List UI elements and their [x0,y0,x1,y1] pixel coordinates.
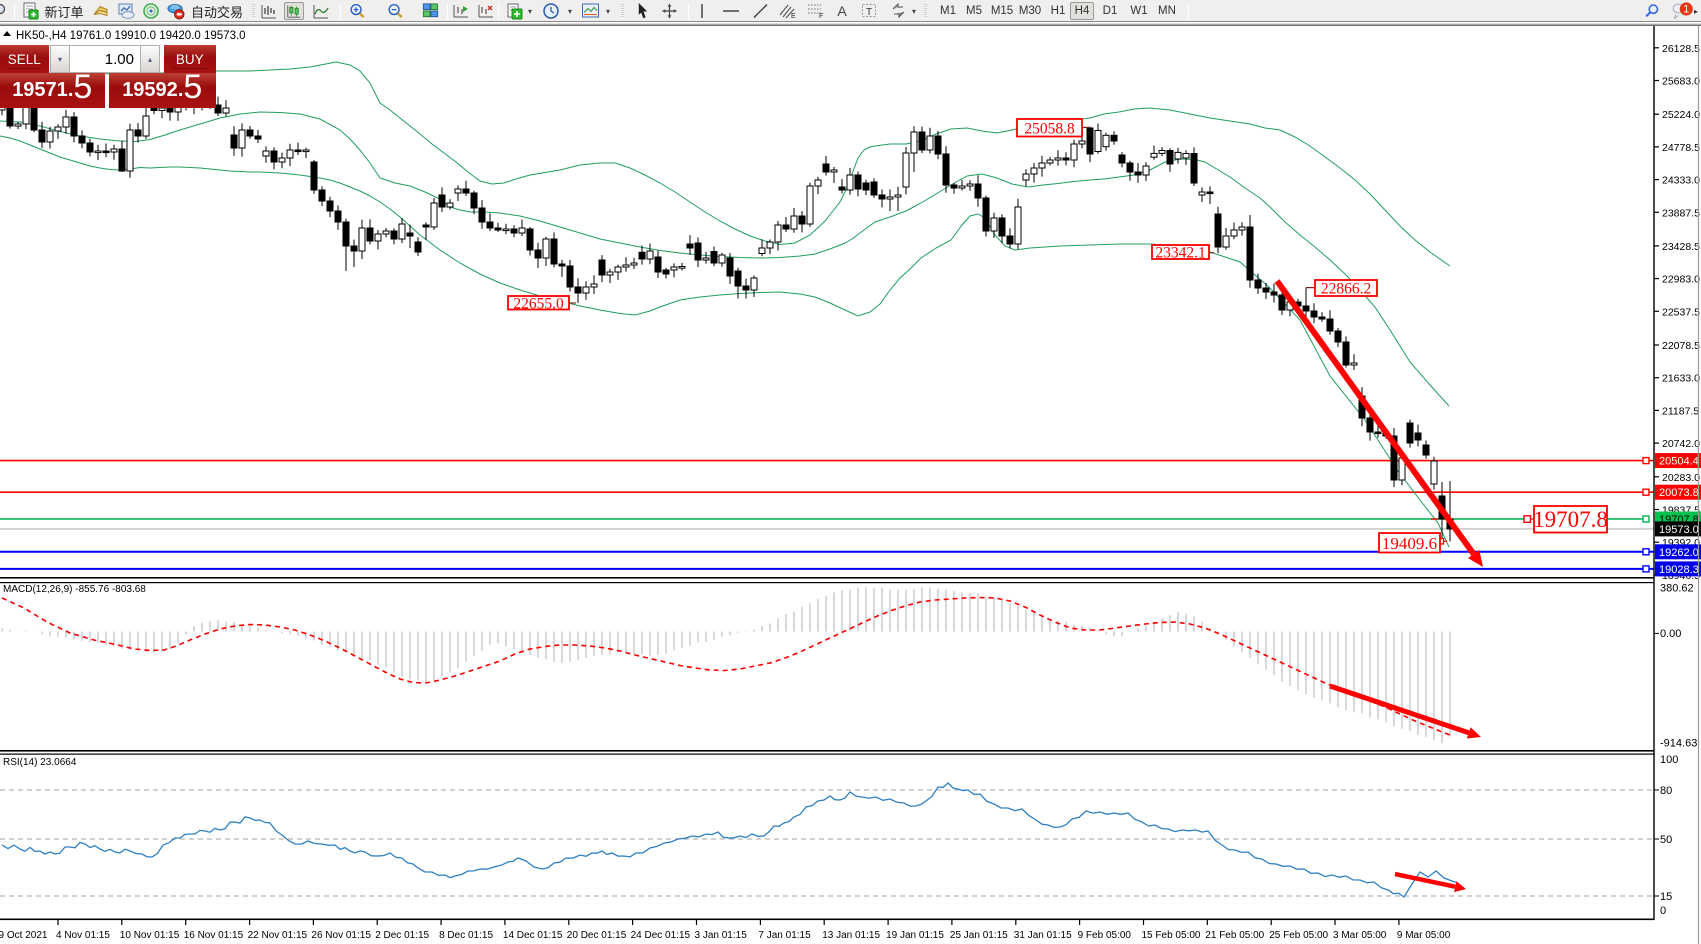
svg-text:19 Jan 01:15: 19 Jan 01:15 [886,930,944,941]
svg-text:3 Mar 05:00: 3 Mar 05:00 [1333,930,1387,941]
svg-text:31 Jan 01:15: 31 Jan 01:15 [1014,930,1072,941]
svg-text:23887.5: 23887.5 [1662,207,1700,219]
svg-text:25683.0: 25683.0 [1662,76,1700,88]
svg-text:9 Feb 05:00: 9 Feb 05:00 [1078,930,1132,941]
svg-text:24333.0: 24333.0 [1662,175,1700,187]
svg-text:25058.8: 25058.8 [1024,120,1075,137]
svg-text:100: 100 [1660,754,1678,766]
svg-text:20073.8: 20073.8 [1659,487,1699,499]
svg-text:19409.6: 19409.6 [1382,534,1437,553]
svg-text:21 Feb 05:00: 21 Feb 05:00 [1205,930,1264,941]
svg-text:22078.5: 22078.5 [1662,340,1700,352]
svg-text:50: 50 [1660,834,1672,846]
svg-text:21187.5: 21187.5 [1662,405,1699,417]
svg-text:7 Jan 01:15: 7 Jan 01:15 [758,930,811,941]
svg-text:15 Feb 05:00: 15 Feb 05:00 [1142,930,1201,941]
svg-text:19028.3: 19028.3 [1659,564,1699,576]
svg-text:15: 15 [1660,891,1672,903]
svg-text:22 Nov 01:15: 22 Nov 01:15 [248,930,308,941]
svg-text:1: 1 [1683,4,1689,16]
svg-text:13 Jan 01:15: 13 Jan 01:15 [822,930,880,941]
svg-text:25224.0: 25224.0 [1662,109,1700,121]
svg-text:HK50-,H4 19761.0 19910.0 1942: HK50-,H4 19761.0 19910.0 19420.0 19573.0 [16,30,246,42]
svg-text:E: E [791,13,796,20]
svg-text:20 Dec 01:15: 20 Dec 01:15 [567,930,627,941]
svg-text:2 Dec 01:15: 2 Dec 01:15 [375,930,429,941]
svg-text:0.00: 0.00 [1660,628,1681,640]
svg-text:23428.5: 23428.5 [1662,241,1700,253]
svg-text:-914.63: -914.63 [1660,738,1697,750]
svg-text:19707.8: 19707.8 [1533,507,1608,532]
svg-text:3 Jan 01:15: 3 Jan 01:15 [695,930,748,941]
svg-text:22537.5: 22537.5 [1662,306,1700,318]
svg-text:RSI(14) 23.0664: RSI(14) 23.0664 [3,757,77,768]
svg-text:26 Nov 01:15: 26 Nov 01:15 [311,930,371,941]
svg-text:19573.0: 19573.0 [1659,524,1699,536]
svg-text:16 Nov 01:15: 16 Nov 01:15 [184,930,244,941]
svg-text:4 Nov 01:15: 4 Nov 01:15 [56,930,110,941]
svg-text:9 Mar 05:00: 9 Mar 05:00 [1397,930,1451,941]
svg-text:22983.0: 22983.0 [1662,274,1700,286]
svg-text:0: 0 [1660,905,1666,917]
svg-text:380.62: 380.62 [1660,583,1694,595]
svg-text:29 Oct 2021: 29 Oct 2021 [0,930,48,941]
svg-text:MACD(12,26,9) -855.76 -803.68: MACD(12,26,9) -855.76 -803.68 [3,584,146,595]
svg-text:25 Jan 01:15: 25 Jan 01:15 [950,930,1008,941]
svg-text:25 Feb 05:00: 25 Feb 05:00 [1269,930,1328,941]
svg-text:22866.2: 22866.2 [1321,281,1371,298]
svg-text:80: 80 [1660,785,1672,797]
svg-text:26128.5: 26128.5 [1662,43,1700,55]
svg-text:19262.0: 19262.0 [1659,547,1699,559]
svg-text:F: F [819,13,823,20]
svg-text:14 Dec 01:15: 14 Dec 01:15 [503,930,563,941]
svg-text:24778.5: 24778.5 [1662,142,1700,154]
svg-text:10 Nov 01:15: 10 Nov 01:15 [120,930,180,941]
svg-text:21633.0: 21633.0 [1662,373,1700,385]
svg-text:20504.4: 20504.4 [1659,456,1699,468]
svg-text:22655.0: 22655.0 [513,295,564,312]
svg-text:20283.0: 20283.0 [1662,472,1700,484]
svg-text:20742.0: 20742.0 [1662,438,1700,450]
svg-text:8 Dec 01:15: 8 Dec 01:15 [439,930,493,941]
svg-text:24 Dec 01:15: 24 Dec 01:15 [631,930,691,941]
svg-text:T: T [866,7,872,18]
svg-text:23342.1: 23342.1 [1155,245,1205,262]
